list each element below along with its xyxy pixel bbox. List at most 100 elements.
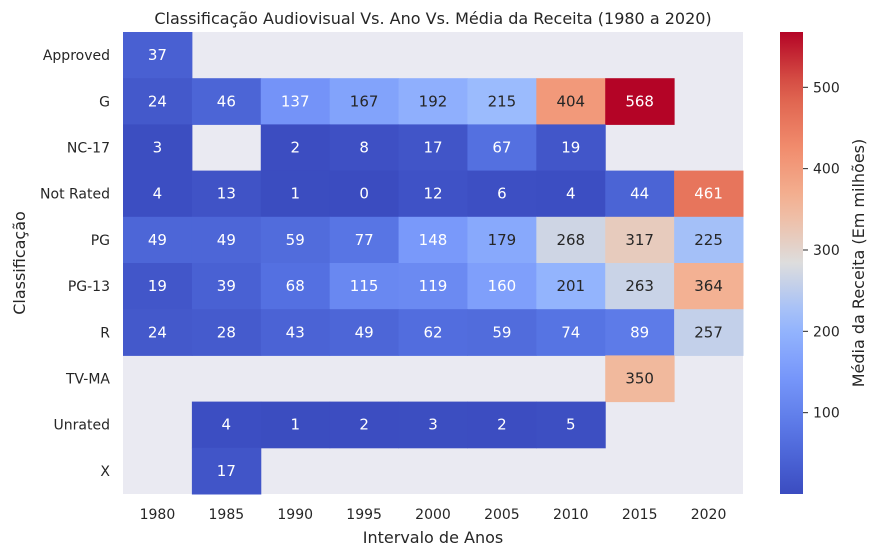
heatmap-cell: [536, 309, 606, 356]
y-tick-label: Approved: [43, 48, 110, 64]
cell-value-label: 192: [419, 92, 448, 110]
heatmap-cell: [398, 78, 468, 125]
heatmap-cell: [260, 263, 331, 310]
cell-value-label: 49: [148, 231, 167, 249]
heatmap-cell: [123, 263, 193, 310]
heatmap-cell: [123, 170, 193, 218]
cell-value-label: 37: [148, 46, 167, 64]
cell-value-label: 350: [625, 370, 654, 388]
x-axis-label: Intervalo de Anos: [363, 528, 503, 547]
heatmap-cell: [605, 170, 675, 218]
cell-value-label: 404: [556, 92, 585, 110]
cell-value-label: 17: [217, 462, 236, 480]
heatmap-cell: [398, 309, 468, 356]
colorbar-tick-label: 300: [813, 243, 840, 259]
heatmap-cell: [260, 124, 331, 172]
cell-value-label: 49: [355, 323, 374, 341]
heatmap-cell: [536, 170, 606, 218]
heatmap-cell: [674, 216, 744, 264]
heatmap-cell: [605, 263, 675, 310]
cell-value-label: 263: [625, 277, 654, 295]
cell-value-label: 39: [217, 277, 236, 295]
cell-value-label: 1: [290, 416, 300, 434]
heatmap-cell: [674, 309, 744, 356]
heatmap-cell: [605, 309, 675, 356]
cell-value-label: 77: [355, 231, 374, 249]
heatmap-cell: [329, 216, 400, 264]
cell-value-label: 0: [359, 185, 369, 203]
cell-value-label: 225: [694, 231, 723, 249]
x-tick-label: 2005: [484, 507, 520, 523]
cell-value-label: 137: [281, 92, 310, 110]
colorbar-tick-label: 200: [813, 324, 840, 340]
cell-value-label: 2: [290, 139, 300, 157]
y-tick-label: G: [99, 94, 110, 110]
cell-value-label: 4: [566, 185, 576, 203]
heatmap-cell: [191, 78, 262, 125]
cell-value-label: 1: [290, 185, 300, 203]
cell-value-label: 461: [694, 185, 723, 203]
x-tick-label: 1990: [277, 507, 313, 523]
cell-value-label: 2: [359, 416, 369, 434]
cell-value-label: 115: [350, 277, 379, 295]
cell-value-label: 160: [488, 277, 517, 295]
x-tick-label: 1985: [209, 507, 245, 523]
x-tick-label: 1980: [140, 507, 176, 523]
heatmap-cell: [260, 170, 331, 218]
heatmap-cell: [536, 263, 606, 310]
cell-value-label: 24: [148, 323, 167, 341]
heatmap-cell: [123, 216, 193, 264]
heatmap-cell: [605, 216, 675, 264]
heatmap-cell: [536, 216, 606, 264]
cell-value-label: 148: [419, 231, 448, 249]
cell-value-label: 179: [488, 231, 517, 249]
x-tick-label: 2000: [415, 507, 451, 523]
cell-value-label: 68: [286, 277, 305, 295]
cell-value-label: 8: [359, 139, 369, 157]
heatmap-cell: [191, 401, 262, 449]
heatmap-cell: [123, 309, 193, 356]
heatmap-cell: [191, 309, 262, 356]
cell-value-label: 59: [492, 323, 511, 341]
heatmap-cell: [329, 309, 400, 356]
heatmap-cell: [191, 170, 262, 218]
cell-value-label: 364: [694, 277, 723, 295]
heatmap-cell: [123, 32, 193, 79]
heatmap-cell: [329, 78, 400, 125]
colorbar-label: Média da Receita (Em milhões): [849, 139, 868, 388]
cell-value-label: 268: [556, 231, 585, 249]
heatmap-cell: [467, 216, 537, 264]
cell-value-label: 4: [153, 185, 163, 203]
y-tick-label: PG-13: [68, 279, 110, 295]
cell-value-label: 19: [148, 277, 167, 295]
y-tick-label: TV-MA: [65, 372, 110, 388]
heatmap-cell: [398, 170, 468, 218]
heatmap-cell: [674, 170, 744, 218]
y-tick-label: Not Rated: [40, 187, 110, 203]
y-tick-label: X: [100, 464, 110, 480]
heatmap-cell: [536, 78, 606, 125]
heatmap-cell: [398, 124, 468, 172]
colorbar-tick-label: 500: [813, 80, 840, 96]
heatmap-cell: [329, 170, 400, 218]
cell-value-label: 46: [217, 92, 236, 110]
cell-value-label: 28: [217, 323, 236, 341]
colorbar-tick-label: 100: [813, 406, 840, 422]
heatmap-cell: [329, 401, 400, 449]
cell-value-label: 59: [286, 231, 305, 249]
heatmap-cell: [191, 263, 262, 310]
cell-value-label: 317: [625, 231, 654, 249]
y-axis-label: Classificação: [10, 211, 29, 315]
heatmap-cell: [467, 124, 537, 172]
heatmap-cell: [467, 78, 537, 125]
cell-value-label: 24: [148, 92, 167, 110]
cell-value-label: 49: [217, 231, 236, 249]
heatmap-cell: [674, 263, 744, 310]
x-tick-label: 2010: [553, 507, 589, 523]
colorbar-ticks: 100 200 300 400 500: [803, 80, 840, 422]
cell-value-label: 12: [423, 185, 442, 203]
heatmap-cell: [191, 216, 262, 264]
cell-value-label: 6: [497, 185, 507, 203]
